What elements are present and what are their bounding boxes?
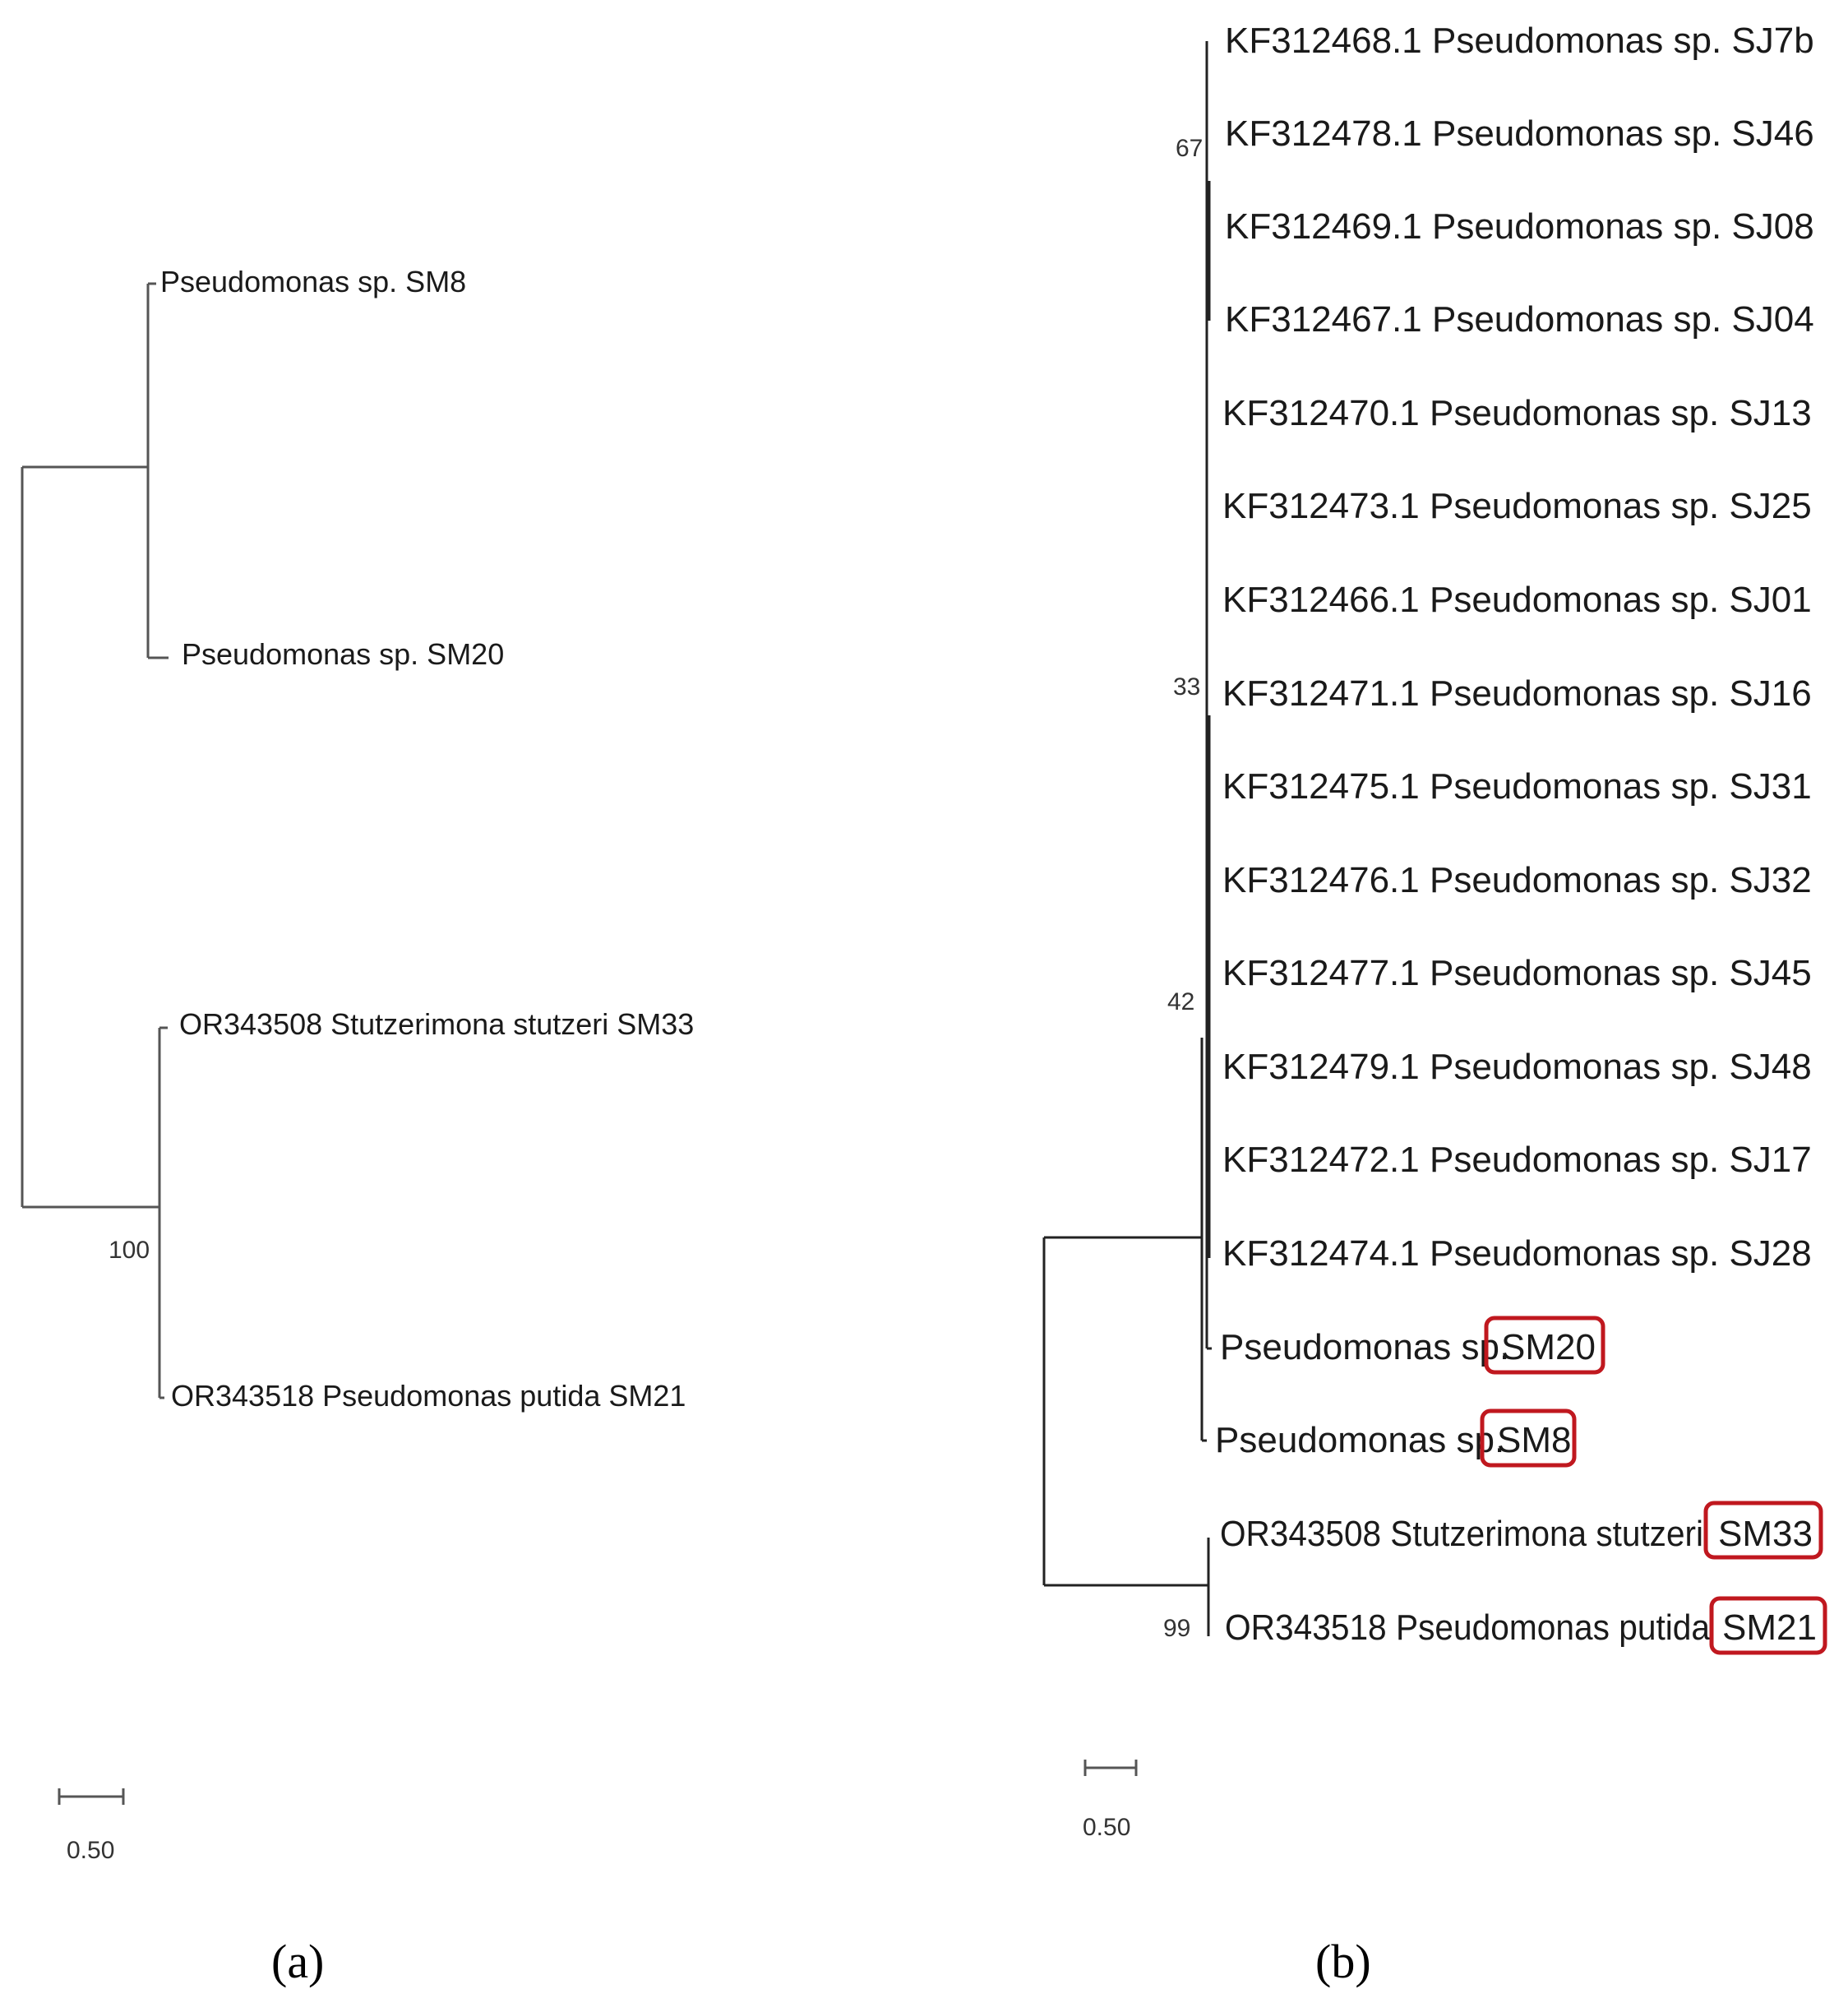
highlight-box-sm21 bbox=[1709, 1596, 1827, 1655]
scale-bar-a bbox=[58, 1788, 125, 1805]
scale-bar-b bbox=[1083, 1760, 1138, 1776]
taxon-b-sm8-code: SM8 bbox=[1497, 1420, 1571, 1460]
taxon-b-sj31: KF312475.1 Pseudomonas sp. SJ31 bbox=[1222, 766, 1812, 807]
taxon-a-sm20: Pseudomonas sp. SM20 bbox=[182, 637, 504, 671]
taxon-b-sj25: KF312473.1 Pseudomonas sp. SJ25 bbox=[1222, 486, 1812, 526]
panel-b-highlighted-taxa: Pseudomonas sp. SM20 Pseudomonas sp. SM8… bbox=[1215, 1316, 1827, 1655]
taxon-b-sm8-prefix: Pseudomonas sp. bbox=[1215, 1420, 1504, 1460]
taxon-a-sm33: OR343508 Stutzerimona stutzeri SM33 bbox=[179, 1007, 694, 1041]
taxon-b-sj46: KF312478.1 Pseudomonas sp. SJ46 bbox=[1225, 113, 1814, 154]
scale-bar-b-label: 0.50 bbox=[1083, 1814, 1130, 1841]
bootstrap-b-42: 42 bbox=[1167, 988, 1194, 1015]
taxon-b-sj16: KF312471.1 Pseudomonas sp. SJ16 bbox=[1222, 673, 1812, 714]
taxon-b-sm33-code: SM33 bbox=[1718, 1514, 1813, 1554]
taxon-b-sm33-prefix: OR343508 Stutzerimona stutzeri bbox=[1220, 1514, 1703, 1554]
taxon-b-sj7b: KF312468.1 Pseudomonas sp. SJ7b bbox=[1225, 21, 1814, 61]
panel-b-label: (b) bbox=[1315, 1935, 1371, 1988]
taxon-b-sj08: KF312469.1 Pseudomonas sp. SJ08 bbox=[1225, 206, 1814, 247]
taxon-a-sm8: Pseudomonas sp. SM8 bbox=[160, 265, 466, 298]
taxon-b-sj32: KF312476.1 Pseudomonas sp. SJ32 bbox=[1222, 860, 1812, 900]
panel-b-taxa: KF312468.1 Pseudomonas sp. SJ7b KF312478… bbox=[1222, 21, 1814, 1274]
panel-a-label: (a) bbox=[271, 1935, 324, 1988]
taxon-b-sj28: KF312474.1 Pseudomonas sp. SJ28 bbox=[1222, 1233, 1812, 1274]
bootstrap-a-100: 100 bbox=[109, 1237, 150, 1264]
taxon-b-sm20-prefix: Pseudomonas sp. bbox=[1220, 1327, 1509, 1367]
highlight-box-sm20 bbox=[1484, 1316, 1605, 1375]
taxon-b-sj48: KF312479.1 Pseudomonas sp. SJ48 bbox=[1222, 1047, 1812, 1087]
taxon-a-sm21: OR343518 Pseudomonas putida SM21 bbox=[171, 1379, 686, 1413]
highlight-box-sm33 bbox=[1703, 1501, 1823, 1560]
bootstrap-b-33: 33 bbox=[1173, 673, 1200, 701]
panel-b-tree bbox=[1042, 41, 1212, 1636]
taxon-b-sj04: KF312467.1 Pseudomonas sp. SJ04 bbox=[1225, 299, 1814, 340]
taxon-b-sj01: KF312466.1 Pseudomonas sp. SJ01 bbox=[1222, 580, 1812, 620]
taxon-b-sj17: KF312472.1 Pseudomonas sp. SJ17 bbox=[1222, 1140, 1812, 1180]
taxon-b-sm21-prefix: OR343518 Pseudomonas putida bbox=[1225, 1607, 1710, 1648]
taxon-b-sj45: KF312477.1 Pseudomonas sp. SJ45 bbox=[1222, 953, 1812, 993]
taxon-b-sm20-code: SM20 bbox=[1501, 1327, 1596, 1367]
highlight-box-sm8 bbox=[1480, 1408, 1577, 1468]
bootstrap-b-99: 99 bbox=[1163, 1615, 1190, 1642]
panel-a-tree bbox=[21, 282, 169, 1399]
taxon-b-sm21-code: SM21 bbox=[1722, 1607, 1817, 1648]
bootstrap-b-67: 67 bbox=[1176, 135, 1203, 162]
taxon-b-sj13: KF312470.1 Pseudomonas sp. SJ13 bbox=[1222, 393, 1812, 433]
scale-bar-a-label: 0.50 bbox=[67, 1837, 114, 1864]
